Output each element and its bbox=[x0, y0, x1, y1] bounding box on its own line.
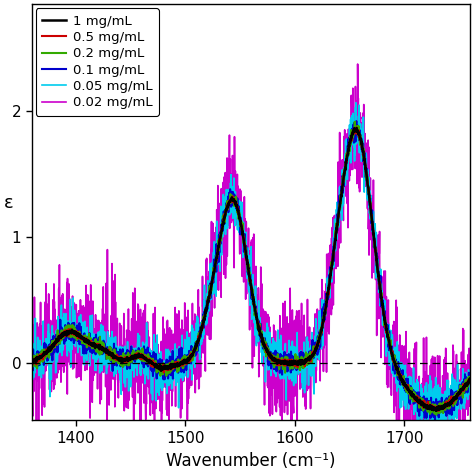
0.05 mg/mL bbox=[455, 395, 460, 401]
0.1 mg/mL bbox=[467, 371, 473, 377]
Legend: 1 mg/mL, 0.5 mg/mL, 0.2 mg/mL, 0.1 mg/mL, 0.05 mg/mL, 0.02 mg/mL: 1 mg/mL, 0.5 mg/mL, 0.2 mg/mL, 0.1 mg/mL… bbox=[36, 8, 159, 116]
1 mg/mL bbox=[242, 243, 247, 249]
Y-axis label: ε: ε bbox=[4, 194, 14, 212]
Line: 0.5 mg/mL: 0.5 mg/mL bbox=[32, 128, 470, 411]
0.02 mg/mL bbox=[51, 323, 57, 329]
0.2 mg/mL bbox=[455, 391, 460, 397]
0.1 mg/mL bbox=[374, 263, 380, 269]
0.2 mg/mL bbox=[230, 197, 236, 203]
0.5 mg/mL bbox=[242, 245, 247, 251]
1 mg/mL bbox=[29, 357, 35, 363]
0.2 mg/mL bbox=[51, 338, 57, 344]
1 mg/mL bbox=[455, 392, 460, 397]
0.5 mg/mL bbox=[455, 394, 460, 400]
0.2 mg/mL bbox=[455, 392, 460, 398]
0.02 mg/mL bbox=[29, 384, 35, 390]
1 mg/mL bbox=[434, 408, 439, 414]
0.1 mg/mL bbox=[51, 339, 57, 345]
0.02 mg/mL bbox=[355, 61, 361, 67]
0.5 mg/mL bbox=[29, 357, 35, 363]
0.1 mg/mL bbox=[455, 402, 460, 408]
Line: 0.1 mg/mL: 0.1 mg/mL bbox=[32, 121, 470, 423]
0.5 mg/mL bbox=[467, 379, 473, 384]
Line: 0.2 mg/mL: 0.2 mg/mL bbox=[32, 122, 470, 415]
0.1 mg/mL bbox=[354, 118, 359, 124]
0.5 mg/mL bbox=[230, 198, 236, 203]
0.1 mg/mL bbox=[432, 420, 438, 426]
1 mg/mL bbox=[230, 196, 236, 202]
0.02 mg/mL bbox=[374, 252, 380, 257]
0.02 mg/mL bbox=[455, 401, 460, 406]
0.05 mg/mL bbox=[51, 346, 57, 352]
1 mg/mL bbox=[374, 261, 380, 266]
0.05 mg/mL bbox=[374, 262, 380, 268]
Line: 0.05 mg/mL: 0.05 mg/mL bbox=[32, 103, 470, 436]
0.5 mg/mL bbox=[354, 125, 359, 130]
1 mg/mL bbox=[354, 125, 360, 131]
1 mg/mL bbox=[51, 342, 57, 347]
0.5 mg/mL bbox=[436, 408, 441, 414]
1 mg/mL bbox=[467, 375, 473, 381]
0.1 mg/mL bbox=[230, 191, 236, 197]
0.02 mg/mL bbox=[230, 213, 236, 219]
0.1 mg/mL bbox=[455, 396, 460, 402]
0.2 mg/mL bbox=[352, 119, 358, 125]
0.2 mg/mL bbox=[242, 239, 247, 245]
Line: 0.02 mg/mL: 0.02 mg/mL bbox=[32, 64, 470, 474]
0.05 mg/mL bbox=[434, 433, 439, 438]
0.2 mg/mL bbox=[374, 262, 380, 267]
0.02 mg/mL bbox=[455, 397, 460, 403]
0.1 mg/mL bbox=[29, 362, 35, 367]
0.05 mg/mL bbox=[230, 200, 236, 206]
0.1 mg/mL bbox=[242, 231, 247, 237]
0.05 mg/mL bbox=[242, 241, 247, 247]
0.5 mg/mL bbox=[455, 391, 460, 396]
1 mg/mL bbox=[455, 392, 460, 398]
0.02 mg/mL bbox=[242, 229, 247, 235]
0.2 mg/mL bbox=[29, 363, 35, 368]
0.02 mg/mL bbox=[467, 363, 473, 368]
0.05 mg/mL bbox=[467, 387, 473, 393]
Line: 1 mg/mL: 1 mg/mL bbox=[32, 128, 470, 411]
0.2 mg/mL bbox=[433, 412, 439, 418]
0.5 mg/mL bbox=[374, 260, 380, 266]
0.05 mg/mL bbox=[455, 362, 460, 367]
X-axis label: Wavenumber (cm⁻¹): Wavenumber (cm⁻¹) bbox=[166, 452, 336, 470]
0.2 mg/mL bbox=[467, 379, 473, 384]
0.05 mg/mL bbox=[29, 378, 35, 384]
0.05 mg/mL bbox=[353, 100, 359, 106]
0.5 mg/mL bbox=[51, 341, 57, 346]
